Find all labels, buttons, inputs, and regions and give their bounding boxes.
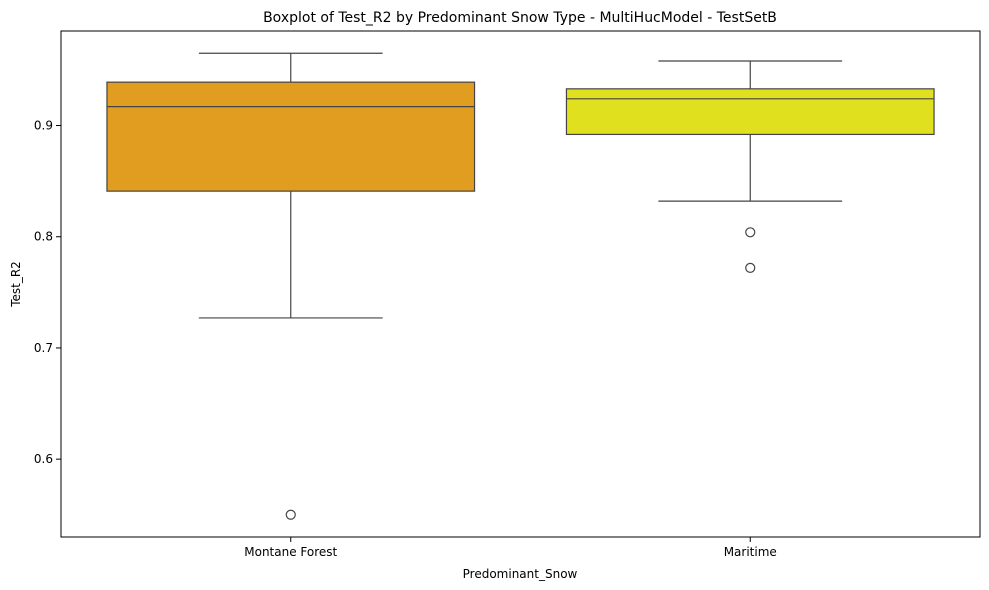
x-tick-label: Montane Forest — [244, 545, 337, 559]
plot-frame — [60, 30, 981, 538]
outlier-point — [285, 509, 296, 520]
chart-title: Boxplot of Test_R2 by Predominant Snow T… — [263, 10, 777, 26]
y-axis-title: Test_R2 — [9, 261, 23, 308]
box-group — [565, 60, 935, 273]
y-tick-label: 0.8 — [34, 230, 53, 244]
y-tick-label: 0.7 — [34, 341, 53, 355]
plot-area — [106, 52, 935, 520]
box-group — [106, 52, 476, 520]
x-axis: Montane Forest Maritime — [244, 537, 777, 559]
y-tick-label: 0.9 — [34, 119, 53, 133]
x-axis-title: Predominant_Snow — [463, 567, 578, 581]
y-axis: 0.6 0.7 0.8 0.9 — [34, 119, 61, 466]
outlier-point — [745, 227, 756, 238]
outlier-point — [745, 262, 756, 273]
x-tick-label: Maritime — [724, 545, 777, 559]
box-iqr — [106, 81, 476, 192]
box-iqr — [565, 88, 935, 136]
y-tick-label: 0.6 — [34, 452, 53, 466]
